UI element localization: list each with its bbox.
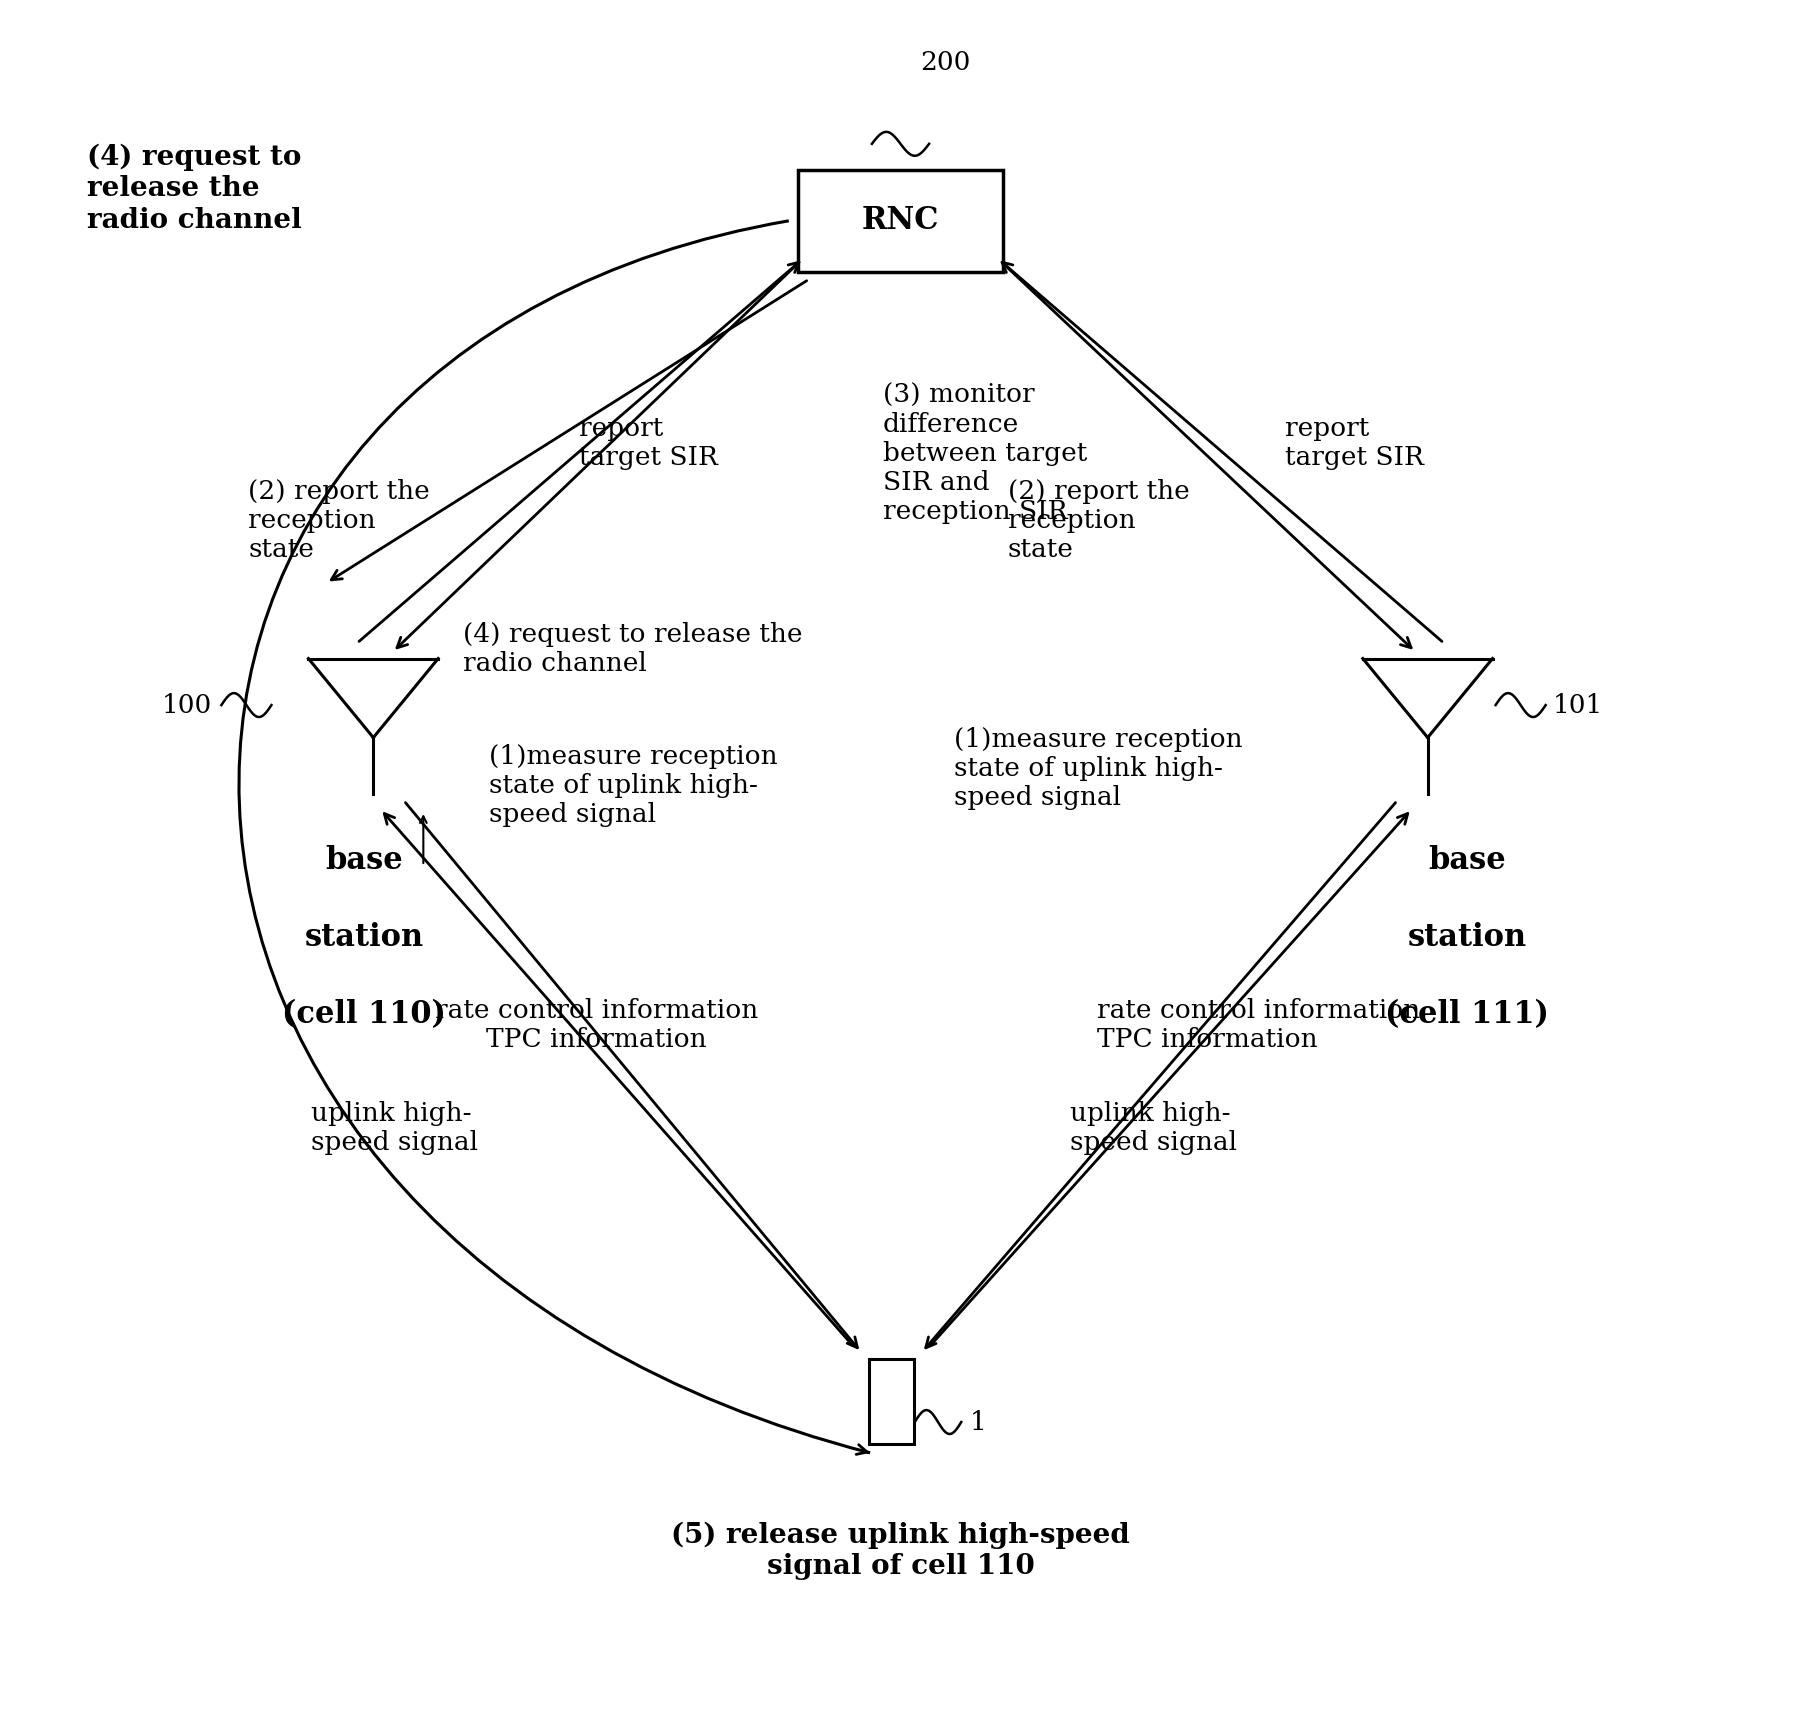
Text: station: station [1407,923,1527,954]
Text: station: station [304,923,423,954]
Text: (1)measure reception
state of uplink high-
speed signal: (1)measure reception state of uplink hig… [490,743,778,826]
Text: report
target SIR: report target SIR [578,416,717,471]
Text: base: base [326,845,403,876]
Text: (cell 110): (cell 110) [283,999,447,1030]
Text: (2) report the
reception
state: (2) report the reception state [1009,480,1189,562]
Text: base: base [1428,845,1506,876]
Text: (cell 111): (cell 111) [1385,999,1549,1030]
Text: (1)measure reception
state of uplink high-
speed signal: (1)measure reception state of uplink hig… [955,726,1243,811]
Text: 1: 1 [971,1409,987,1435]
Text: (2) report the
reception
state: (2) report the reception state [249,480,430,562]
Text: 200: 200 [920,50,971,76]
Text: (4) request to
release the
radio channel: (4) request to release the radio channel [88,143,303,233]
Text: 101: 101 [1552,692,1603,718]
Text: (4) request to release the
radio channel: (4) request to release the radio channel [463,621,801,676]
Text: 100: 100 [162,692,213,718]
Text: uplink high-
speed signal: uplink high- speed signal [312,1101,477,1154]
Bar [870,1359,913,1444]
Text: RNC: RNC [861,205,940,236]
Text: (5) release uplink high-speed
signal of cell 110: (5) release uplink high-speed signal of … [672,1521,1129,1580]
Text: (3) monitor
difference
between target
SIR and
reception SIR: (3) monitor difference between target SI… [882,383,1086,524]
Text: uplink high-
speed signal: uplink high- speed signal [1070,1101,1237,1154]
Text: rate control information
TPC information: rate control information TPC information [436,999,758,1052]
Bar [798,169,1003,273]
Text: report
target SIR: report target SIR [1284,416,1423,471]
Text: rate control information
TPC information: rate control information TPC information [1097,999,1421,1052]
